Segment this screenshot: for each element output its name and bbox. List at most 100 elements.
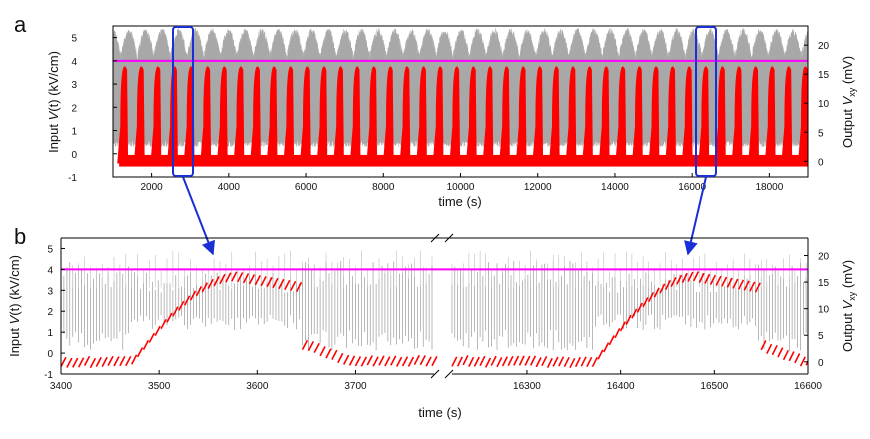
panel-b: b 3400 3500 3600 3700 16300 16400 16500 16600 -…: [7, 224, 857, 420]
input-pulse: [250, 66, 261, 164]
output-segment: [451, 250, 807, 352]
y-left-tick-label: -1: [44, 370, 53, 381]
input-pulse: [416, 66, 427, 164]
input-pulse: [797, 66, 808, 164]
panel-a-input-series: [117, 66, 808, 167]
x-tick-label: 3400: [50, 381, 73, 392]
x-tick-label: 10000: [447, 182, 475, 193]
input-pulse: [665, 66, 677, 164]
y-right-tick-label: 15: [818, 70, 830, 81]
input-pulse: [133, 66, 145, 164]
zoom-arrow-right: [684, 176, 707, 256]
output-trace: [61, 261, 433, 351]
y-right-tick-label: 0: [818, 157, 824, 168]
panel-b-label: b: [14, 224, 26, 249]
input-pulse: [333, 66, 344, 164]
panel-a: a 2000 4000 6000 8000 10000 12000 14000 16000 18…: [14, 12, 857, 209]
y-left-tick-label: 5: [47, 244, 53, 255]
y-left-tick-label: 4: [47, 265, 53, 276]
y-left-tick-label: 3: [71, 80, 77, 91]
input-pulse: [482, 66, 494, 164]
y-left-tick-label: 4: [71, 57, 77, 68]
x-tick-label: 16500: [700, 381, 728, 392]
input-pulse: [366, 66, 378, 164]
input-pulse: [399, 66, 411, 164]
input-pulse: [200, 66, 212, 164]
x-tick-label: 16300: [513, 381, 541, 392]
panel-a-label: a: [14, 12, 27, 37]
output-segment: [61, 250, 433, 351]
panel-b-x-ticks: 3400 3500 3600 3700 16300 16400 16500 16600: [50, 370, 822, 392]
panel-b-y-right-ticks: 0 5 10 15 20: [804, 252, 830, 369]
panel-b-y-left-label: Input V(t) (kV/cm): [7, 255, 22, 357]
panel-a-y-left-ticks: -1 0 1 2 3 4 5: [68, 34, 117, 184]
y-left-tick-label: 3: [47, 286, 53, 297]
input-pulse: [283, 66, 295, 164]
panel-b-axis-break: [430, 233, 454, 379]
x-tick-label: 3700: [344, 381, 367, 392]
input-pulse: [714, 66, 726, 164]
panel-a-y-left-label: Input V(t) (kV/cm): [46, 51, 61, 153]
x-tick-label: 3500: [148, 381, 171, 392]
input-pulse: [781, 66, 793, 164]
input-pulse: [382, 66, 394, 164]
input-pulse: [764, 66, 776, 164]
panel-a-y-right-ticks: 0 5 10 15 20: [804, 41, 830, 168]
y-left-tick-label: -1: [68, 173, 77, 184]
input-pulse: [598, 66, 610, 164]
input-pulse: [465, 66, 477, 164]
y-right-tick-label: 5: [818, 128, 824, 139]
y-left-tick-label: 0: [47, 349, 53, 360]
x-tick-label: 3600: [246, 381, 269, 392]
x-tick-label: 12000: [524, 182, 552, 193]
input-pulse: [582, 66, 593, 164]
input-pulse: [349, 66, 361, 164]
output-trace: [451, 260, 807, 352]
x-tick-label: 18000: [755, 182, 783, 193]
x-tick-label: 8000: [372, 182, 395, 193]
input-pulse: [648, 66, 660, 164]
y-right-tick-label: 5: [818, 331, 824, 342]
input-trace: [451, 271, 808, 369]
x-tick-label: 2000: [140, 182, 163, 193]
zoom-box-left: [172, 26, 194, 177]
input-pulse: [748, 66, 760, 164]
y-left-tick-label: 1: [47, 328, 53, 339]
y-left-tick-label: 0: [71, 150, 77, 161]
panel-b-y-left-ticks: -1 0 1 2 3 4 5: [44, 244, 65, 381]
input-pulse: [532, 66, 544, 164]
x-tick-label: 16600: [794, 381, 822, 392]
input-segment: [61, 271, 438, 369]
input-baseline: [119, 154, 808, 167]
input-pulse: [631, 66, 643, 164]
zoom-arrow-left: [182, 176, 215, 256]
x-tick-label: 16400: [607, 381, 635, 392]
x-tick-label: 4000: [218, 182, 241, 193]
y-left-tick-label: 2: [47, 307, 53, 318]
y-right-tick-label: 0: [818, 358, 824, 369]
panel-a-x-axis-label: time (s): [438, 194, 481, 209]
input-pulse: [499, 66, 510, 164]
panel-b-output-series: [61, 250, 807, 352]
input-pulse: [117, 66, 129, 164]
input-pulse: [299, 66, 311, 164]
y-left-tick-label: 2: [71, 103, 77, 114]
input-pulse: [731, 66, 743, 164]
input-pulse: [432, 66, 444, 164]
x-tick-label: 16000: [678, 182, 706, 193]
panel-b-input-series: [61, 271, 808, 369]
input-pulse: [266, 66, 278, 164]
input-pulse: [698, 66, 710, 164]
panel-a-y-right-label: Output Vxy (mV): [840, 56, 857, 148]
panel-b-x-axis-label: time (s): [418, 405, 461, 420]
input-pulse: [615, 66, 627, 164]
panel-b-y-right-label: Output Vxy (mV): [840, 260, 857, 352]
input-segment: [451, 271, 808, 369]
input-pulse: [316, 66, 328, 164]
input-pulse: [449, 66, 461, 164]
x-tick-label: 14000: [601, 182, 629, 193]
output-outliers: [61, 250, 433, 288]
y-right-tick-label: 10: [818, 99, 830, 110]
y-left-tick-label: 5: [71, 34, 77, 45]
